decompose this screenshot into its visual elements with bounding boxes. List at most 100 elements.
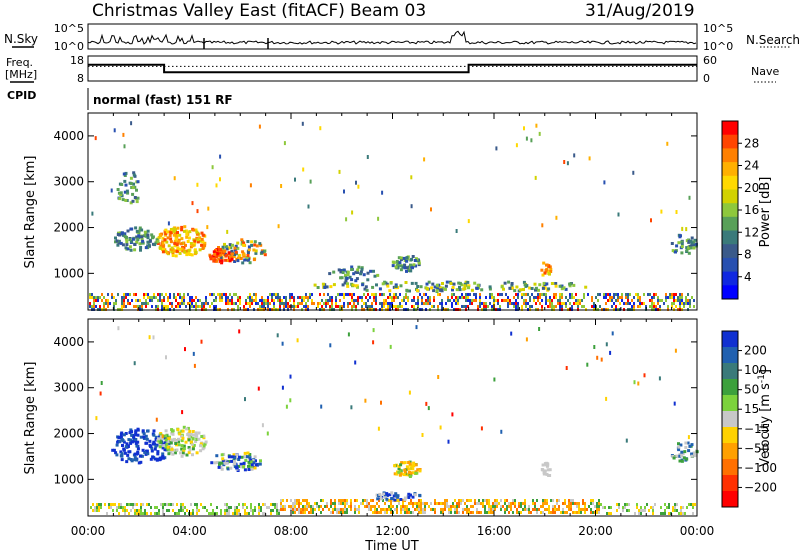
power-cell — [545, 263, 549, 267]
power-cell — [545, 296, 547, 299]
power-cell — [280, 184, 283, 188]
power-cell — [203, 305, 205, 308]
power-cell — [427, 302, 429, 305]
velocity-cell — [125, 442, 129, 446]
velocity-cell — [408, 471, 411, 474]
velocity-cell — [184, 347, 186, 352]
velocity-cell — [668, 503, 670, 506]
velocity-cell — [95, 416, 98, 421]
velocity-cell — [320, 511, 322, 514]
velocity-cell — [528, 505, 530, 508]
velocity-cell — [434, 502, 436, 505]
power-cell — [500, 285, 504, 289]
velocity-cell — [372, 511, 374, 514]
velocity-cell — [120, 458, 124, 462]
velocity-cell — [370, 505, 372, 508]
power-cell — [631, 305, 633, 308]
velocity-cell — [684, 512, 686, 515]
velocity-cell — [195, 438, 199, 441]
power-cell — [125, 305, 127, 308]
velocity-cell — [338, 499, 340, 502]
power-cell — [339, 270, 343, 274]
power-cell — [255, 299, 257, 302]
velocity-cell — [253, 466, 257, 470]
velocity-cell — [518, 502, 520, 505]
power-cell — [331, 299, 333, 302]
power-cell — [533, 299, 535, 302]
power-cell — [541, 299, 543, 302]
colorbar-segment — [722, 285, 738, 300]
velocity-cell — [258, 506, 260, 509]
velocity-cell — [393, 464, 397, 468]
velocity-cell — [184, 512, 186, 515]
velocity-cell — [368, 508, 370, 511]
power-cell — [285, 305, 287, 308]
power-cell — [513, 305, 515, 308]
velocity-cell — [474, 499, 476, 502]
velocity-cell — [414, 502, 416, 505]
power-cell — [383, 293, 385, 296]
velocity-cell — [254, 509, 256, 512]
power-cell — [323, 302, 325, 305]
velocity-cell — [240, 465, 244, 469]
power-cell — [543, 286, 547, 290]
velocity-cell — [187, 451, 191, 455]
velocity-cell — [116, 506, 118, 509]
velocity-cell — [472, 511, 474, 514]
velocity-cell — [208, 512, 210, 515]
power-cell — [489, 302, 491, 305]
velocity-cell — [622, 509, 624, 512]
power-cell — [373, 296, 375, 299]
velocity-cell — [304, 511, 306, 514]
velocity-cell — [600, 503, 602, 506]
power-cell — [401, 299, 403, 302]
power-cell — [307, 299, 309, 302]
power-cell — [127, 293, 129, 296]
velocity-cell — [213, 461, 217, 465]
power-cell — [165, 305, 167, 308]
velocity-cell — [616, 503, 618, 506]
power-cell — [440, 289, 444, 293]
power-cell — [444, 287, 447, 291]
power-cell — [279, 296, 281, 299]
power-cell — [181, 296, 183, 299]
power-cell — [195, 305, 197, 308]
x-tick-label: 08:00 — [274, 524, 309, 538]
freq-label-line1: Freq. — [6, 56, 33, 69]
power-cell — [233, 260, 237, 263]
power-cell — [467, 219, 470, 224]
power-cell — [95, 305, 97, 308]
power-cell — [627, 299, 629, 302]
power-cell — [327, 293, 329, 296]
velocity-cell — [468, 499, 470, 502]
power-cell — [485, 302, 487, 305]
power-cell — [679, 296, 681, 299]
velocity-cell — [134, 503, 136, 506]
velocity-cell — [664, 512, 666, 515]
power-cell — [413, 259, 417, 262]
velocity-cell — [462, 511, 464, 514]
velocity-cell — [198, 509, 200, 512]
power-cell — [632, 170, 635, 175]
power-cell — [235, 293, 237, 296]
power-cell — [195, 302, 197, 305]
velocity-cell — [204, 506, 206, 509]
power-cell — [655, 305, 657, 308]
power-cell — [137, 299, 139, 302]
velocity-cell — [159, 440, 163, 444]
power-cell — [259, 305, 261, 308]
power-cell — [649, 293, 651, 296]
power-cell — [513, 296, 515, 299]
power-cell — [671, 296, 673, 299]
velocity-cell — [510, 505, 512, 508]
power-cell — [690, 236, 694, 240]
power-cell — [429, 296, 431, 299]
velocity-cell — [399, 463, 403, 467]
velocity-cell — [229, 466, 233, 470]
power-cell — [277, 299, 279, 302]
colorbar-tick-label: 50 — [744, 383, 759, 397]
power-cell — [203, 302, 205, 305]
velocity-cell — [679, 443, 683, 447]
power-cell — [137, 234, 141, 238]
power-cell — [343, 296, 345, 299]
